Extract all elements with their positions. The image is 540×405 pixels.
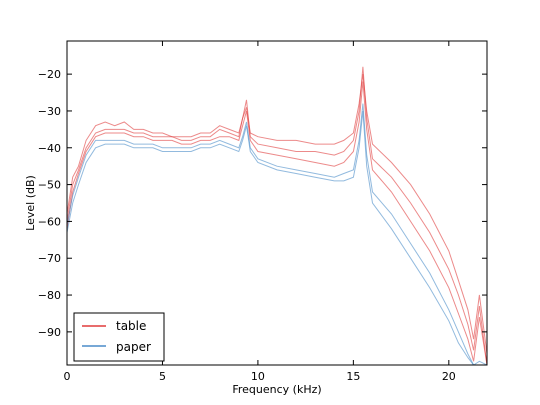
y-tick-label: −40 <box>38 142 61 155</box>
legend-label-paper: paper <box>116 340 151 354</box>
y-tick-label: −80 <box>38 289 61 302</box>
x-tick-label: 10 <box>251 370 265 383</box>
x-axis-label: Frequency (kHz) <box>232 383 321 396</box>
legend: table paper <box>73 312 165 362</box>
y-tick-label: −60 <box>38 215 61 228</box>
series-line-paper-3 <box>67 110 487 365</box>
y-tick-label: −30 <box>38 105 61 118</box>
y-tick-label: −70 <box>38 252 61 265</box>
ticks-layer: 0 5 10 15 20 −90 −80 −70 −60 −50 −40 −30 −20 <box>38 41 487 383</box>
legend-label-table: table <box>116 319 146 333</box>
y-axis-label: Level (dB) <box>24 175 37 231</box>
series-layer <box>67 66 487 365</box>
series-line-table-0 <box>67 66 487 365</box>
legend-box <box>73 312 165 362</box>
x-tick-label: 0 <box>64 370 71 383</box>
plot-frame <box>66 40 488 366</box>
x-tick-label: 15 <box>346 370 360 383</box>
y-tick-label: −20 <box>38 68 61 81</box>
series-line-paper-4 <box>67 103 487 365</box>
axes-layer <box>66 40 488 366</box>
series-line-table-1 <box>67 74 487 355</box>
y-tick-label: −50 <box>38 179 61 192</box>
series-line-table-2 <box>67 81 487 365</box>
y-tick-label: −90 <box>38 326 61 339</box>
x-tick-label: 5 <box>159 370 166 383</box>
x-tick-label: 20 <box>442 370 456 383</box>
